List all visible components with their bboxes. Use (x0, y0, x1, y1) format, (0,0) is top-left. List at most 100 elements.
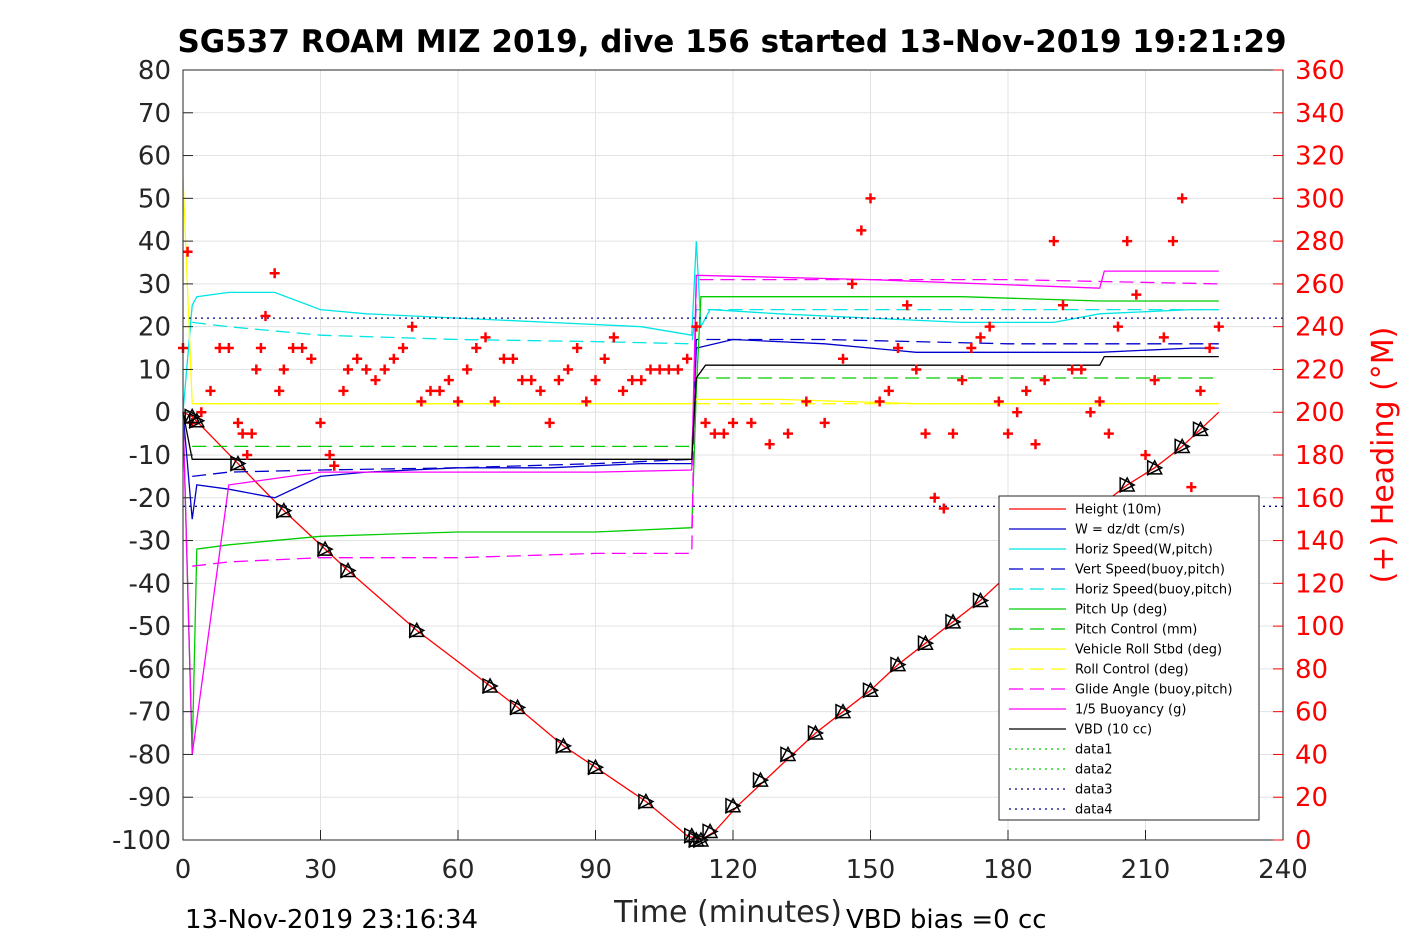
heading-marker (1122, 236, 1133, 247)
legend-label: Pitch Control (mm) (1075, 623, 1197, 638)
series-line-5 (182, 296, 1219, 755)
depth-marker (835, 703, 852, 720)
heading-marker (1067, 364, 1078, 375)
x-tick-label: 60 (441, 855, 474, 885)
legend-label: Horiz Speed(buoy,pitch) (1075, 583, 1232, 598)
y-tick-label: 50 (138, 184, 171, 214)
x-tick-label: 30 (304, 855, 337, 885)
heading-marker (237, 428, 248, 439)
heading-marker (1003, 428, 1013, 439)
heading-marker (306, 353, 317, 364)
depth-marker (724, 797, 742, 813)
legend-label: data3 (1075, 783, 1113, 798)
heading-marker (246, 428, 257, 439)
heading-marker (223, 343, 234, 354)
depth-marker (481, 677, 499, 693)
x-tick-label: 240 (1258, 855, 1308, 885)
legend-label: Vehicle Roll Stbd (deg) (1075, 643, 1222, 658)
heading-marker (783, 428, 793, 439)
heading-marker (453, 396, 463, 407)
heading-marker (572, 343, 583, 354)
y-right-tick-label: 360 (1295, 56, 1345, 86)
y-tick-label: 70 (138, 99, 171, 129)
heading-marker (255, 343, 266, 354)
depth-marker (587, 758, 604, 775)
y-right-tick-label: 20 (1295, 783, 1328, 813)
heading-marker (608, 332, 619, 343)
footer-vbd-bias: VBD bias =0 cc (846, 905, 1047, 935)
depth-marker (779, 745, 797, 762)
legend-label: VBD (10 cc) (1075, 723, 1152, 738)
y-right-tick-label: 280 (1295, 227, 1345, 257)
heading-marker (636, 375, 647, 386)
heading-marker (1012, 407, 1023, 418)
depth-marker (587, 759, 605, 776)
heading-marker (205, 385, 216, 396)
heading-marker (700, 417, 711, 428)
depth-marker (340, 562, 357, 579)
depth-marker (752, 771, 770, 789)
heading-marker (993, 396, 1004, 407)
heading-marker (1195, 385, 1206, 396)
depth-marker (230, 455, 247, 472)
y-tick-label: 20 (138, 313, 171, 343)
depth-marker (637, 792, 655, 809)
depth-marker (339, 561, 357, 578)
x-tick-label: 120 (708, 855, 758, 885)
right-axis-ticks: 3603403203002802602402202001801601401201… (1273, 56, 1345, 856)
heading-marker (984, 321, 995, 332)
heading-marker (508, 353, 518, 364)
heading-marker (182, 246, 193, 257)
depth-marker (862, 682, 880, 699)
heading-marker (214, 343, 225, 354)
series-line-11 (182, 355, 1219, 460)
heading-marker (948, 428, 958, 439)
heading-marker (847, 278, 858, 289)
heading-marker (1177, 193, 1188, 204)
heading-marker (590, 375, 601, 386)
depth-marker (725, 797, 742, 814)
heading-marker (343, 364, 353, 375)
legend-label: Vert Speed(buoy,pitch) (1075, 563, 1225, 578)
depth-marker (189, 412, 206, 429)
series-line-4 (192, 308, 1219, 345)
heading-marker (874, 396, 885, 407)
y-tick-label: -90 (129, 783, 171, 813)
heading-marker (425, 385, 436, 396)
heading-marker (865, 193, 876, 204)
heading-marker (196, 407, 207, 418)
heading-marker (929, 492, 940, 503)
heading-marker (315, 417, 326, 428)
depth-marker (276, 502, 293, 519)
depth-marker (555, 737, 573, 755)
heading-marker (480, 332, 491, 343)
y-right-tick-label: 240 (1295, 313, 1345, 343)
heading-marker (1076, 364, 1087, 375)
y-tick-label: -10 (129, 441, 171, 471)
heading-marker (370, 375, 381, 386)
heading-marker (1030, 439, 1041, 450)
heading-marker (398, 343, 408, 354)
legend-label: data2 (1075, 763, 1113, 778)
depth-marker (184, 408, 201, 425)
heading-marker (434, 385, 445, 396)
series-line-2 (182, 241, 1219, 413)
heading-marker (329, 460, 340, 471)
heading-marker (911, 364, 922, 375)
depth-marker (862, 681, 879, 698)
heading-marker (526, 375, 537, 386)
heading-marker (297, 343, 308, 354)
depth-marker (702, 823, 719, 840)
depth-marker (944, 613, 962, 629)
depth-marker (1174, 438, 1191, 455)
heading-marker (278, 364, 289, 375)
x-tick-label: 180 (983, 855, 1033, 885)
heading-marker (260, 310, 271, 321)
y-right-tick-label: 40 (1295, 740, 1328, 770)
heading-marker (269, 268, 280, 279)
y-tick-label: -80 (129, 740, 171, 770)
heading-marker (535, 385, 546, 396)
heading-marker (627, 375, 638, 386)
legend-label: W = dz/dt (cm/s) (1075, 523, 1185, 538)
depth-marker (1173, 437, 1191, 454)
